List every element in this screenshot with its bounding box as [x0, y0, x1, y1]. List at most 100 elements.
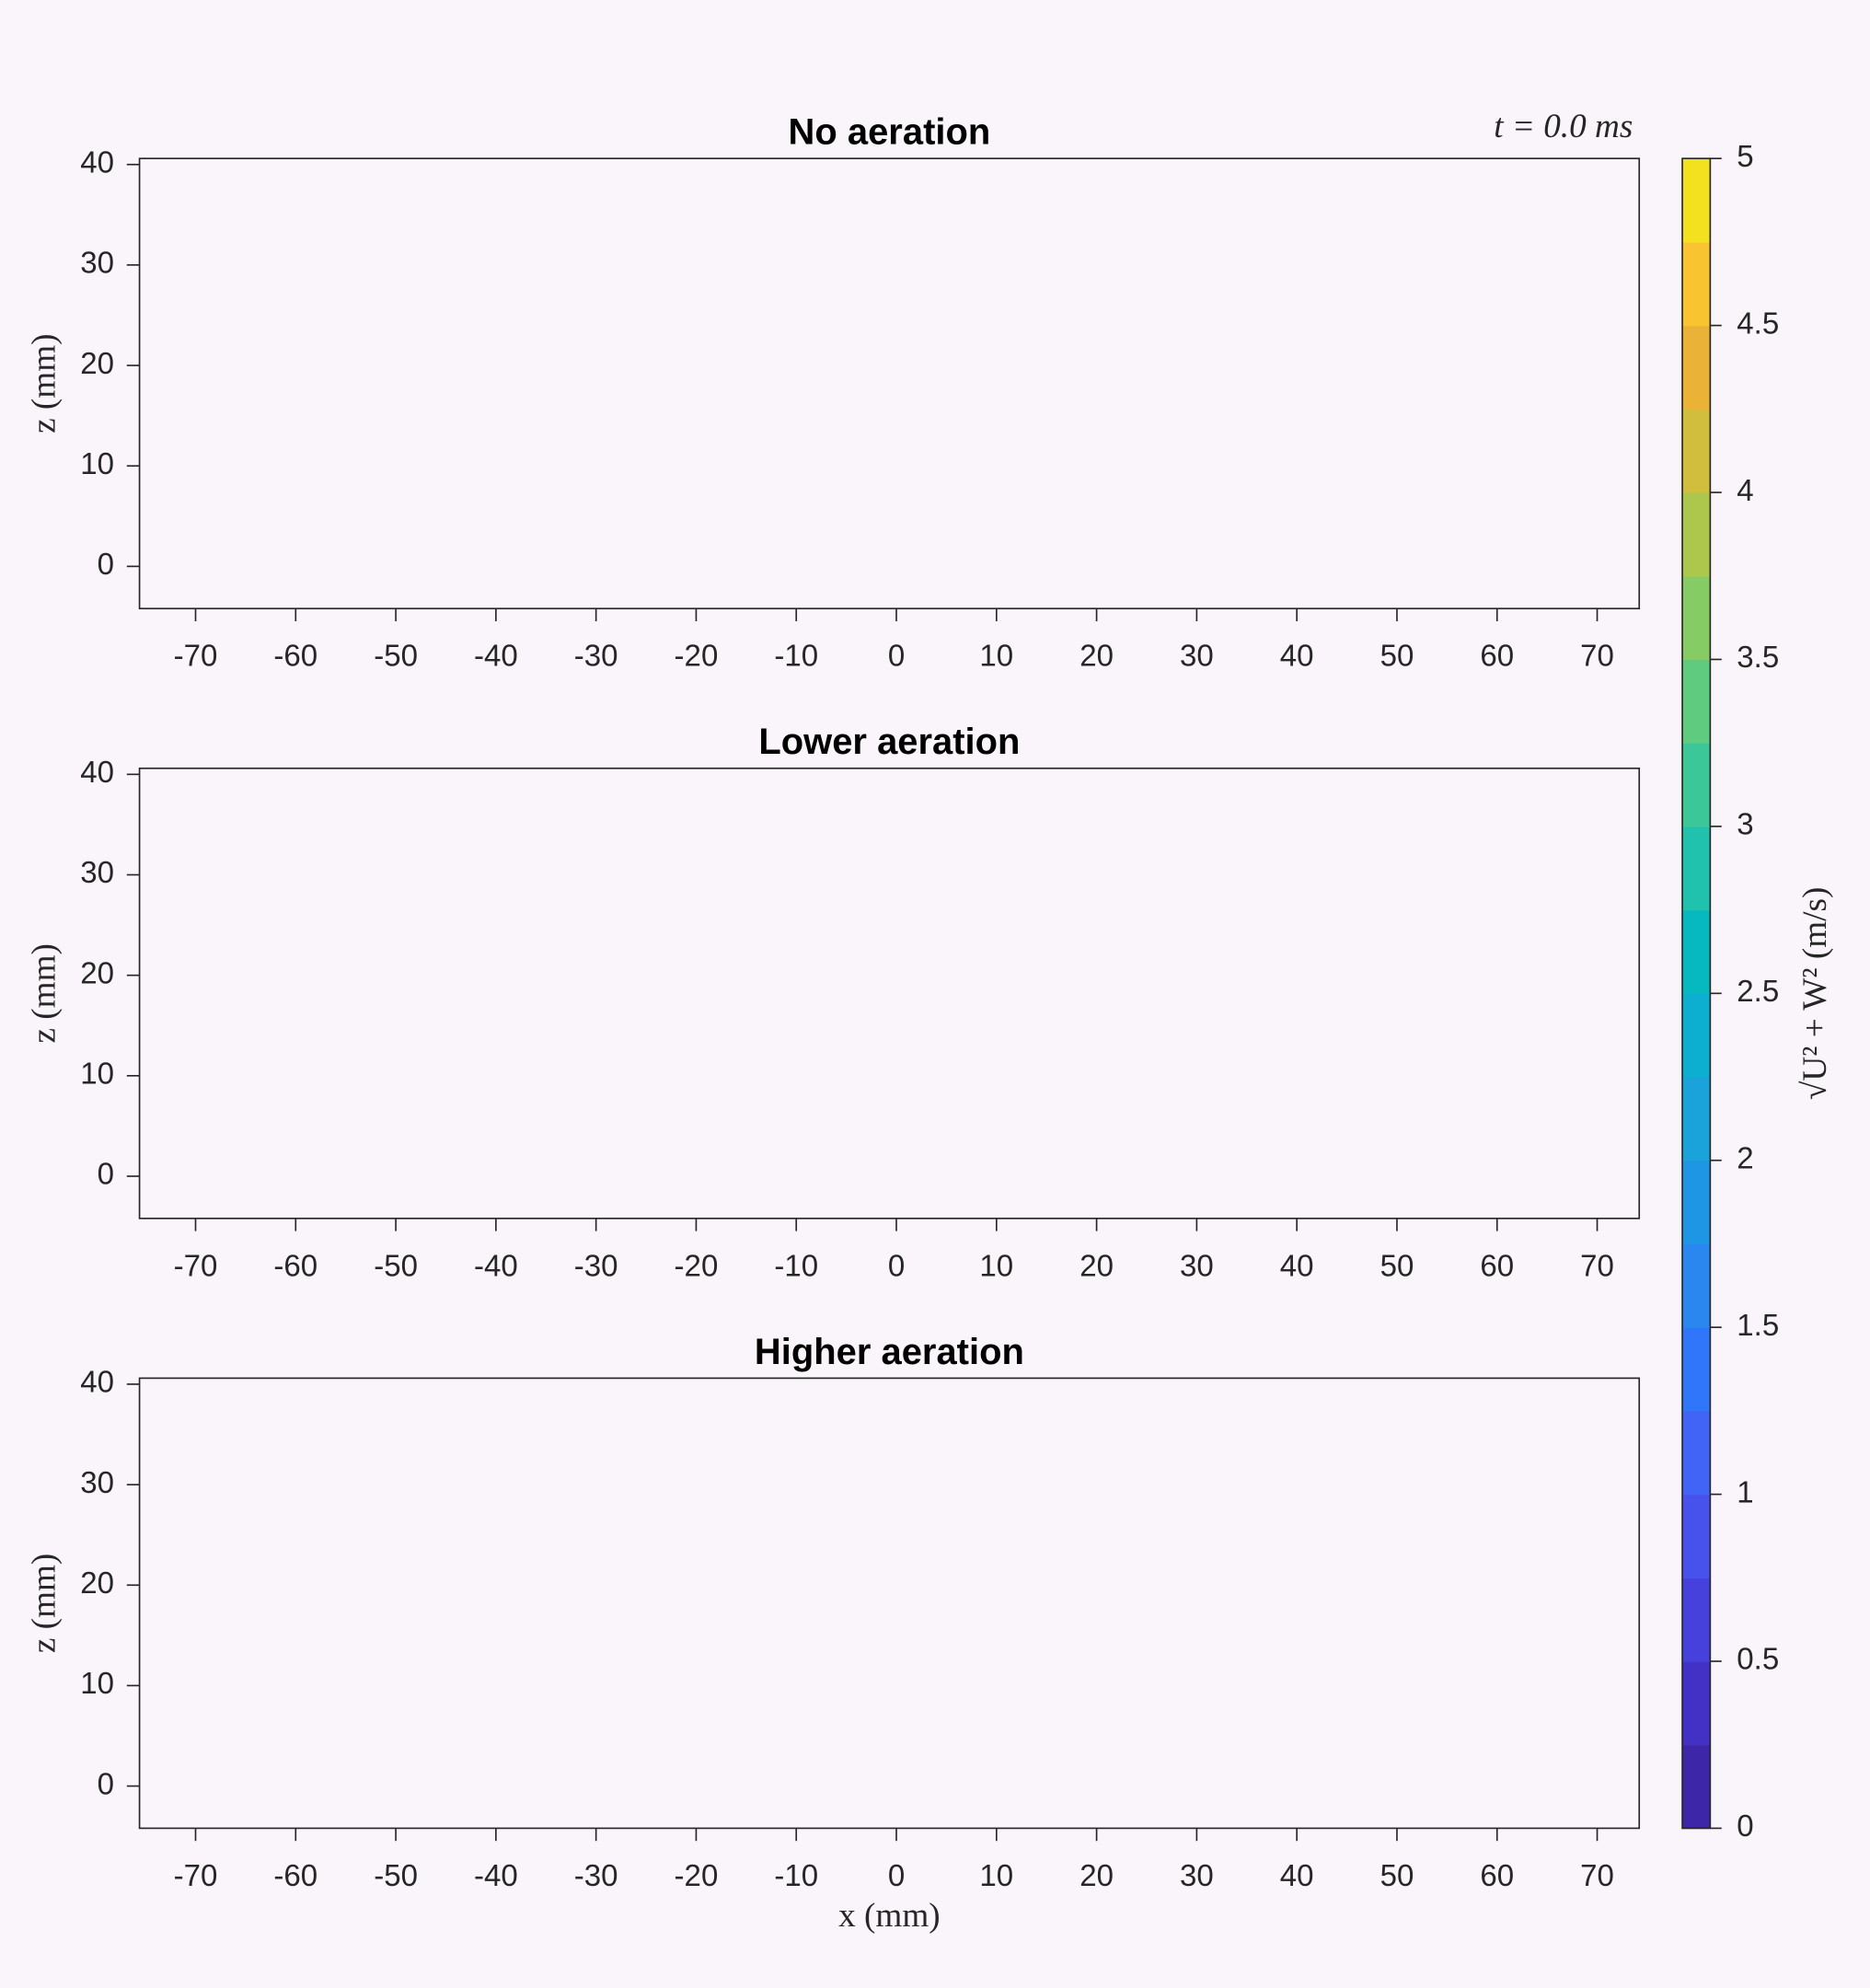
colorbar-band	[1682, 826, 1711, 911]
x-tick-label: 60	[1480, 640, 1514, 674]
x-tick-label: 50	[1380, 1249, 1414, 1283]
colorbar-label: √U² + W² (m/s)	[1796, 887, 1834, 1100]
colorbar-tick-label: 3	[1737, 808, 1753, 842]
colorbar-band	[1682, 492, 1711, 577]
x-tick-label: 20	[1079, 1249, 1114, 1283]
x-tick-label: -40	[474, 1859, 518, 1893]
y-tick-label: 0	[98, 1158, 114, 1192]
y-tick-label: 0	[98, 548, 114, 582]
colorbar-band	[1682, 1744, 1711, 1830]
y-tick-label: 40	[80, 756, 114, 790]
plot-area	[138, 767, 1641, 1219]
y-tick-label: 40	[80, 145, 114, 179]
x-tick-label: 70	[1580, 640, 1614, 674]
colorbar-band	[1682, 909, 1711, 994]
x-tick-label: 20	[1079, 1859, 1114, 1893]
y-tick-label: 40	[80, 1366, 114, 1400]
x-tick-label: -40	[474, 1249, 518, 1283]
colorbar-tick-label: 3.5	[1737, 641, 1779, 675]
colorbar-band	[1682, 241, 1711, 327]
x-tick-label: -50	[374, 640, 418, 674]
colorbar-band	[1682, 743, 1711, 827]
colorbar-band	[1682, 1077, 1711, 1162]
y-axis-label: z (mm)	[26, 1554, 63, 1653]
x-tick-label: -10	[774, 640, 818, 674]
y-tick-label: 30	[80, 1466, 114, 1500]
x-tick-label: 60	[1480, 1859, 1514, 1893]
panel-title: Lower aeration	[758, 722, 1020, 762]
x-tick-label: -30	[574, 640, 618, 674]
colorbar-band	[1682, 659, 1711, 744]
y-tick-label: 30	[80, 247, 114, 281]
x-tick-label: -50	[374, 1249, 418, 1283]
x-tick-label: 50	[1380, 1859, 1414, 1893]
x-tick-label: -60	[273, 640, 317, 674]
y-tick-label: 30	[80, 856, 114, 890]
x-axis-label: x (mm)	[838, 1897, 941, 1935]
x-tick-label: -40	[474, 640, 518, 674]
colorbar-band	[1682, 993, 1711, 1078]
x-tick-label: -20	[675, 640, 719, 674]
colorbar-tick-label: 4	[1737, 474, 1753, 508]
colorbar-tick-label: 1.5	[1737, 1309, 1779, 1343]
colorbar-tick-label: 0.5	[1737, 1643, 1779, 1677]
x-tick-label: -60	[273, 1859, 317, 1893]
plot-area	[138, 1377, 1641, 1830]
x-tick-label: 20	[1079, 640, 1114, 674]
x-tick-label: -70	[174, 1249, 218, 1283]
y-tick-label: 10	[80, 1058, 114, 1092]
x-tick-label: -10	[774, 1249, 818, 1283]
colorbar-band	[1682, 1410, 1711, 1496]
x-tick-label: 40	[1280, 1859, 1314, 1893]
x-tick-label: 0	[888, 1249, 905, 1283]
y-tick-label: 20	[80, 347, 114, 381]
x-tick-label: -60	[273, 1249, 317, 1283]
colorbar-band	[1682, 1160, 1711, 1245]
y-tick-label: 20	[80, 1566, 114, 1601]
y-tick-label: 10	[80, 1667, 114, 1701]
x-tick-label: -70	[174, 640, 218, 674]
x-tick-label: -20	[675, 1249, 719, 1283]
x-tick-label: 10	[979, 1249, 1013, 1283]
x-tick-label: 40	[1280, 640, 1314, 674]
x-tick-label: 0	[888, 1859, 905, 1893]
x-tick-label: 40	[1280, 1249, 1314, 1283]
x-tick-label: 30	[1180, 1249, 1214, 1283]
x-tick-label: -70	[174, 1859, 218, 1893]
colorbar-band	[1682, 1661, 1711, 1746]
colorbar-band	[1682, 1578, 1711, 1662]
panel-title: No aeration	[789, 112, 991, 153]
colorbar-band	[1682, 1327, 1711, 1412]
x-tick-label: -10	[774, 1859, 818, 1893]
colorbar-band	[1682, 575, 1711, 661]
colorbar-band	[1682, 1243, 1711, 1328]
colorbar-band	[1682, 325, 1711, 410]
time-annotation: t = 0.0 ms	[1494, 108, 1633, 145]
colorbar-tick-label: 0	[1737, 1809, 1753, 1844]
x-tick-label: 10	[979, 1859, 1013, 1893]
colorbar-tick-label: 4.5	[1737, 306, 1779, 341]
colorbar-band	[1682, 409, 1711, 493]
y-axis-label: z (mm)	[26, 333, 63, 433]
x-tick-label: -30	[574, 1249, 618, 1283]
x-tick-label: 30	[1180, 640, 1214, 674]
x-tick-label: 10	[979, 640, 1013, 674]
colorbar-tick-label: 2	[1737, 1141, 1753, 1175]
y-axis-label: z (mm)	[26, 943, 63, 1043]
x-tick-label: 30	[1180, 1859, 1214, 1893]
panel-title: Higher aeration	[755, 1332, 1024, 1372]
colorbar-band	[1682, 1494, 1711, 1578]
x-tick-label: 50	[1380, 640, 1414, 674]
x-tick-label: -50	[374, 1859, 418, 1893]
colorbar-tick-label: 2.5	[1737, 975, 1779, 1009]
plot-area	[138, 157, 1641, 610]
colorbar-tick-label: 1	[1737, 1475, 1753, 1509]
x-tick-label: 70	[1580, 1859, 1614, 1893]
x-tick-label: -20	[675, 1859, 719, 1893]
y-tick-label: 0	[98, 1767, 114, 1801]
x-tick-label: 60	[1480, 1249, 1514, 1283]
y-tick-label: 10	[80, 447, 114, 481]
x-tick-label: 0	[888, 640, 905, 674]
